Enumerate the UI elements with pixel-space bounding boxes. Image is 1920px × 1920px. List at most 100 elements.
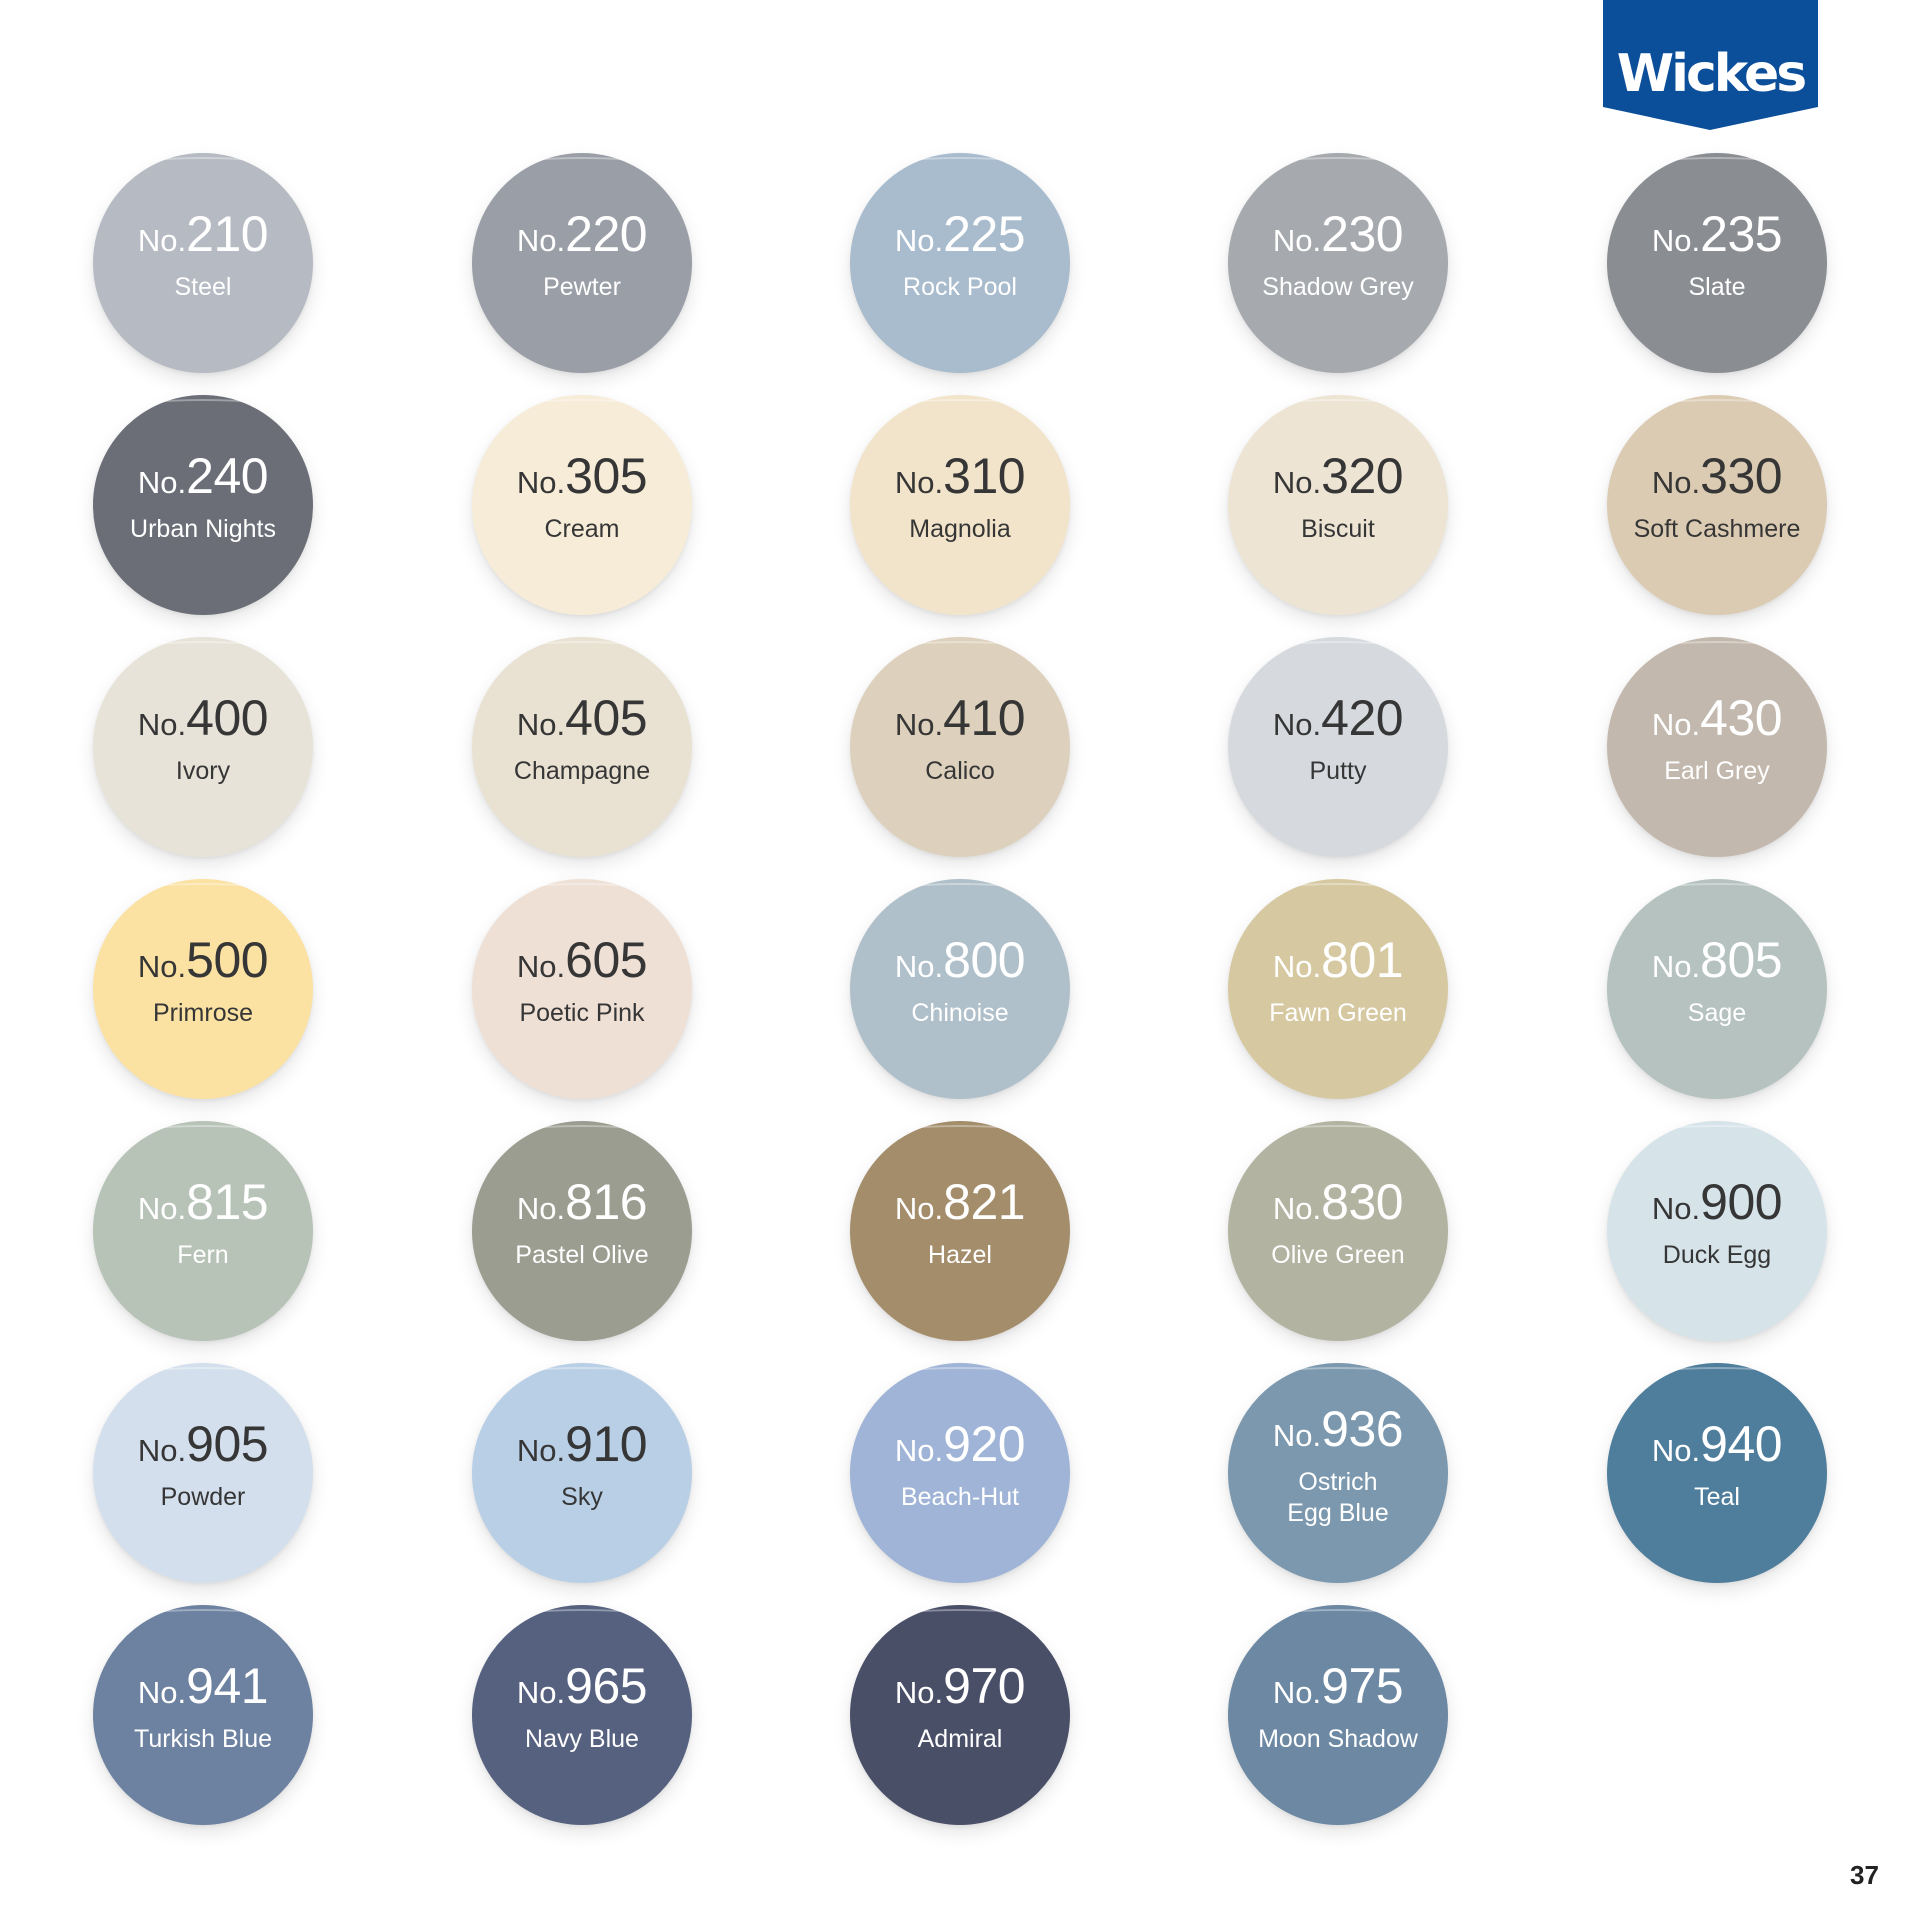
paint-swatch: No.430 Earl Grey bbox=[1607, 637, 1827, 857]
number-prefix: No. bbox=[1272, 465, 1322, 500]
swatch-code: 500 bbox=[186, 932, 269, 988]
swatch-code: 225 bbox=[943, 206, 1026, 262]
swatch-name: Magnolia bbox=[909, 515, 1011, 543]
paint-swatch: No.235 Slate bbox=[1607, 153, 1827, 373]
number-prefix: No. bbox=[1272, 1417, 1322, 1453]
swatch-name: Rock Pool bbox=[903, 273, 1017, 301]
swatch-number: No.420 bbox=[1273, 693, 1404, 756]
swatch-number: No.405 bbox=[516, 690, 648, 756]
swatch-name: Olive Green bbox=[1271, 1241, 1405, 1269]
swatch-number: No.905 bbox=[137, 1419, 269, 1482]
swatch-code: 240 bbox=[186, 448, 269, 504]
swatch-name: Slate bbox=[1688, 273, 1746, 301]
swatch-number: No.240 bbox=[137, 448, 269, 514]
swatch-code: 821 bbox=[943, 1174, 1026, 1230]
swatch-number: No.815 bbox=[137, 1177, 269, 1240]
swatch-code: 400 bbox=[186, 690, 269, 746]
swatch-number: No.210 bbox=[138, 206, 269, 272]
swatch-code: 941 bbox=[186, 1658, 269, 1714]
swatch-name: Beach-Hut bbox=[900, 1483, 1020, 1511]
number-prefix: No. bbox=[137, 465, 187, 500]
swatch-number: No.330 bbox=[1651, 448, 1783, 514]
swatch-number: No.225 bbox=[895, 206, 1026, 272]
swatch-code: 220 bbox=[565, 206, 648, 262]
swatch-number: No.235 bbox=[1652, 206, 1783, 272]
swatch-code: 330 bbox=[1700, 448, 1783, 504]
swatch-name: Steel bbox=[174, 273, 232, 301]
swatch-code: 816 bbox=[565, 1174, 648, 1230]
swatch-code: 210 bbox=[186, 206, 269, 262]
number-prefix: No. bbox=[516, 1191, 566, 1226]
swatch-code: 920 bbox=[943, 1416, 1026, 1472]
number-prefix: No. bbox=[1651, 1191, 1701, 1226]
swatch-code: 310 bbox=[943, 448, 1026, 504]
swatch-number: No.800 bbox=[895, 935, 1026, 998]
paint-swatch: No.405 Champagne bbox=[472, 637, 692, 857]
swatch-name: Ivory bbox=[175, 757, 231, 785]
swatch-code: 305 bbox=[565, 448, 648, 504]
paint-swatch: No.605 Poetic Pink bbox=[472, 879, 692, 1099]
swatch-number: No.220 bbox=[517, 206, 648, 272]
swatch-code: 830 bbox=[1321, 1174, 1404, 1230]
swatch-number: No.821 bbox=[894, 1174, 1026, 1240]
swatch-name: Ostrich Egg Blue bbox=[1287, 1467, 1389, 1527]
paint-swatch: No.801 Fawn Green bbox=[1228, 879, 1448, 1099]
swatch-name: Poetic Pink bbox=[519, 999, 645, 1027]
swatch-name: Fern bbox=[177, 1241, 229, 1269]
swatch-name: Sage bbox=[1687, 999, 1747, 1027]
swatch-name: Pewter bbox=[543, 273, 621, 301]
swatch-number: No.605 bbox=[517, 935, 648, 998]
number-prefix: No. bbox=[894, 707, 944, 742]
swatch-code: 230 bbox=[1321, 206, 1404, 262]
number-prefix: No. bbox=[894, 1433, 944, 1468]
paint-swatch: No.905 Powder bbox=[93, 1363, 313, 1583]
number-prefix: No. bbox=[894, 1675, 944, 1710]
paint-swatch: No.330 Soft Cashmere bbox=[1607, 395, 1827, 615]
swatch-code: 430 bbox=[1700, 690, 1783, 746]
swatch-code: 320 bbox=[1321, 448, 1404, 504]
swatch-number: No.830 bbox=[1272, 1174, 1404, 1240]
swatch-number: No.305 bbox=[517, 448, 648, 514]
number-prefix: No. bbox=[1651, 465, 1701, 500]
paint-swatch: No.320 Biscuit bbox=[1228, 395, 1448, 615]
paint-swatch: No.805 Sage bbox=[1607, 879, 1827, 1099]
swatch-code: 940 bbox=[1700, 1416, 1783, 1472]
swatch-code: 410 bbox=[943, 690, 1026, 746]
paint-swatch: No.800 Chinoise bbox=[850, 879, 1070, 1099]
swatch-name: Pastel Olive bbox=[515, 1241, 649, 1269]
swatch-number: No.230 bbox=[1272, 206, 1404, 272]
number-prefix: No. bbox=[516, 707, 566, 742]
paint-swatch: No.240 Urban Nights bbox=[93, 395, 313, 615]
number-prefix: No. bbox=[1272, 223, 1322, 258]
swatch-number: No.310 bbox=[895, 448, 1026, 514]
paint-swatch: No.816 Pastel Olive bbox=[472, 1121, 692, 1341]
swatch-name: Duck Egg bbox=[1662, 1241, 1772, 1269]
swatch-name: Champagne bbox=[513, 757, 651, 785]
number-prefix: No. bbox=[516, 1675, 566, 1710]
swatch-number: No.500 bbox=[138, 932, 269, 998]
paint-swatch: No.400 Ivory bbox=[93, 637, 313, 857]
swatch-number: No.430 bbox=[1652, 690, 1783, 756]
number-prefix: No. bbox=[137, 1191, 187, 1226]
swatch-name: Putty bbox=[1309, 757, 1367, 785]
swatch-code: 805 bbox=[1700, 932, 1783, 988]
swatch-name: Soft Cashmere bbox=[1633, 515, 1801, 543]
swatch-number: No.936 bbox=[1272, 1404, 1404, 1467]
swatch-number: No.816 bbox=[516, 1174, 648, 1240]
swatch-code: 405 bbox=[565, 690, 648, 746]
number-prefix: No. bbox=[894, 1191, 944, 1226]
swatch-name: Sky bbox=[561, 1483, 603, 1511]
paint-swatch: No.830 Olive Green bbox=[1228, 1121, 1448, 1341]
swatch-code: 235 bbox=[1700, 206, 1783, 262]
swatch-number: No.910 bbox=[517, 1419, 648, 1482]
paint-swatch: No.305 Cream bbox=[472, 395, 692, 615]
swatch-number: No.320 bbox=[1272, 448, 1404, 514]
number-prefix: No. bbox=[1272, 1191, 1322, 1226]
paint-swatch: No.936 Ostrich Egg Blue bbox=[1228, 1363, 1448, 1583]
number-prefix: No. bbox=[1272, 949, 1322, 984]
paint-swatch: No.420 Putty bbox=[1228, 637, 1448, 857]
number-prefix: No. bbox=[137, 1675, 187, 1710]
number-prefix: No. bbox=[137, 1433, 187, 1468]
logo-text: Wickes bbox=[1616, 44, 1807, 104]
swatch-name: Biscuit bbox=[1301, 515, 1375, 543]
